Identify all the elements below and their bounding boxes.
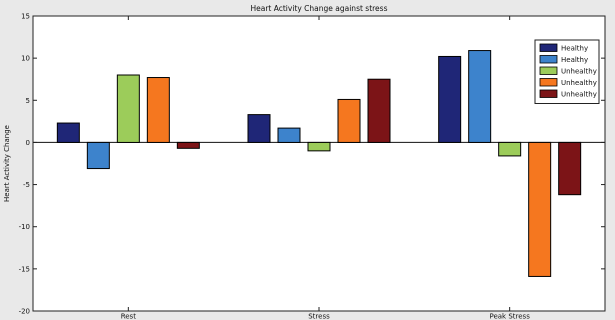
y-tick-label: 5 [26, 97, 30, 105]
bars-layer [56, 50, 582, 277]
legend-label: Unhealthy [561, 91, 597, 99]
bar-stress-series-2 [277, 127, 301, 143]
x-axis: Rest Stress Peak Stress [121, 16, 530, 320]
bar-rest-series-4 [146, 77, 170, 143]
bar-peak-stress-series-1 [438, 55, 462, 143]
bar-stress-series-5 [367, 78, 391, 143]
x-tick-label: Stress [308, 313, 330, 320]
y-axis: 15 10 5 0 -5 -10 -15 -20 [19, 13, 605, 316]
legend-label: Unhealthy [561, 68, 597, 76]
y-axis-title: Heart Activity Change [3, 125, 11, 202]
y-tick-label: 15 [21, 13, 30, 21]
bar-stress-series-3 [307, 141, 331, 152]
plot-area [33, 16, 605, 311]
y-tick-label: -15 [19, 265, 30, 273]
y-tick-label: -10 [19, 223, 30, 231]
legend-swatch [539, 43, 558, 52]
bar-rest-series-3 [116, 74, 140, 143]
bar-rest-series-1 [56, 122, 80, 143]
bar-rest-series-2 [86, 141, 110, 170]
legend-swatch [539, 89, 558, 98]
y-tick-label: -5 [23, 181, 30, 189]
bar-peak-stress-series-3 [498, 141, 522, 157]
y-tick-label: -20 [19, 308, 30, 316]
bar-peak-stress-series-2 [468, 50, 492, 143]
x-tick-label: Rest [121, 313, 137, 320]
bar-rest-series-5 [176, 141, 200, 149]
legend-label: Healthy [561, 56, 588, 64]
y-tick-label: 10 [21, 55, 30, 63]
x-tick-label: Peak Stress [489, 313, 530, 320]
bar-stress-series-4 [337, 98, 361, 143]
bar-stress-series-1 [247, 114, 271, 143]
chart-title: Heart Activity Change against stress [250, 4, 387, 13]
legend-swatch [539, 66, 558, 75]
bar-peak-stress-series-5 [558, 141, 582, 196]
y-tick-label: 0 [26, 139, 30, 147]
legend-swatch [539, 78, 558, 87]
legend-label: Healthy [561, 45, 588, 53]
legend-label: Unhealthy [561, 79, 597, 87]
legend: Healthy Healthy Unhealthy Unhealthy Unhealth… [534, 39, 600, 104]
legend-swatch [539, 55, 558, 64]
bar-peak-stress-series-4 [528, 141, 552, 277]
